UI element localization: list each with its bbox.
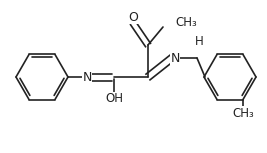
Text: N: N (82, 71, 92, 84)
Text: CH₃: CH₃ (232, 107, 254, 120)
Text: CH₃: CH₃ (175, 15, 197, 28)
Text: OH: OH (105, 93, 123, 106)
Text: H: H (195, 35, 203, 48)
Text: N: N (170, 52, 180, 65)
Text: O: O (128, 11, 138, 24)
